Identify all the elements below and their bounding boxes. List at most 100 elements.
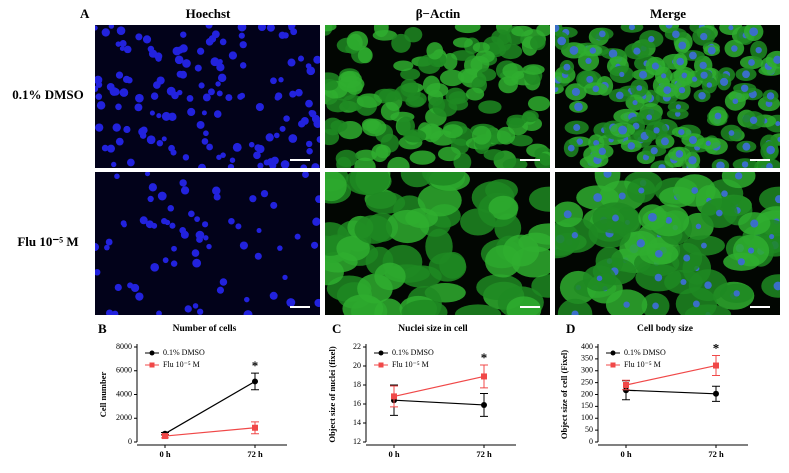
nucleus <box>608 49 618 58</box>
nucleus <box>239 241 248 250</box>
nucleus <box>257 25 267 32</box>
nucleus <box>309 110 317 118</box>
actin <box>502 234 540 267</box>
nucleus <box>95 243 100 251</box>
nucleus <box>115 103 122 111</box>
actin <box>325 25 337 32</box>
nucleus <box>265 133 274 142</box>
nucleus <box>270 201 278 209</box>
nucleus <box>632 100 638 106</box>
nucleus <box>179 227 187 234</box>
nucleus <box>598 147 606 156</box>
nucleus <box>665 25 673 29</box>
actin <box>476 68 497 82</box>
nucleus <box>149 110 155 116</box>
micrograph <box>325 172 550 315</box>
y-tick-label: 20 <box>353 361 361 370</box>
micrograph <box>555 172 780 315</box>
actin <box>401 265 442 288</box>
nucleus <box>665 216 673 224</box>
nucleus <box>167 204 175 212</box>
nucleus <box>257 162 264 168</box>
panel-label: A <box>80 6 90 21</box>
nucleus <box>263 159 270 166</box>
nucleus <box>202 221 209 228</box>
actin <box>400 78 419 98</box>
nucleus <box>205 38 214 46</box>
y-tick-label: 8000 <box>116 342 132 351</box>
panel-label: C <box>332 321 341 336</box>
nucleus <box>314 298 320 307</box>
nucleus <box>237 25 247 32</box>
y-tick-label: 14 <box>353 418 361 427</box>
x-tick-label: 0 h <box>388 449 399 459</box>
nucleus <box>150 262 160 272</box>
scale-bar <box>520 159 540 161</box>
nucleus <box>147 195 154 203</box>
nucleus <box>111 310 119 315</box>
nucleus <box>95 123 104 132</box>
nucleus <box>142 35 152 44</box>
y-tick-label: 4000 <box>116 389 132 398</box>
nucleus <box>203 130 209 137</box>
nucleus <box>119 45 125 52</box>
nucleus <box>636 239 645 248</box>
nucleus <box>248 141 255 148</box>
nucleus <box>598 30 606 38</box>
nucleus <box>106 82 115 91</box>
nucleus <box>749 116 758 124</box>
nucleus <box>134 103 143 112</box>
nucleus <box>774 195 780 204</box>
nucleus <box>186 95 194 102</box>
actin <box>527 96 550 112</box>
nucleus <box>217 59 223 65</box>
nucleus <box>256 144 265 154</box>
nucleus <box>654 273 663 282</box>
point <box>162 433 168 440</box>
micrographs <box>95 25 780 315</box>
nucleus <box>180 31 187 38</box>
actin <box>326 98 350 113</box>
nucleus <box>563 210 572 219</box>
point <box>481 373 487 380</box>
nucleus <box>699 61 707 70</box>
actin <box>506 296 542 315</box>
actin <box>354 215 393 244</box>
nucleus <box>750 219 759 228</box>
nucleus <box>273 132 280 139</box>
actin <box>507 114 528 126</box>
actin <box>330 120 348 132</box>
nucleus <box>313 55 320 64</box>
nucleus <box>249 195 257 203</box>
nucleus <box>315 195 320 204</box>
nucleus <box>95 25 98 31</box>
nucleus <box>196 47 205 55</box>
nucleus <box>212 186 221 195</box>
nucleus <box>628 25 636 31</box>
nucleus <box>213 193 221 201</box>
nucleus <box>714 112 722 120</box>
nucleus <box>741 161 749 168</box>
micrograph <box>95 172 320 315</box>
nucleus <box>777 136 780 143</box>
nucleus <box>716 161 725 168</box>
legend-marker <box>149 362 155 368</box>
nucleus <box>596 275 603 282</box>
nucleus <box>286 298 296 307</box>
nucleus <box>104 244 110 251</box>
y-tick-label: 0 <box>128 437 132 446</box>
nucleus <box>119 88 129 97</box>
legend-marker <box>378 362 384 368</box>
nucleus <box>652 302 659 310</box>
actin <box>454 25 481 34</box>
nucleus <box>139 216 148 225</box>
nucleus <box>244 296 250 303</box>
nucleus <box>202 93 211 102</box>
y-tick-label: 6000 <box>116 366 132 375</box>
nucleus <box>732 98 739 105</box>
nucleus <box>227 163 235 168</box>
actin <box>375 144 391 159</box>
actin <box>761 274 780 298</box>
actin <box>387 156 410 168</box>
